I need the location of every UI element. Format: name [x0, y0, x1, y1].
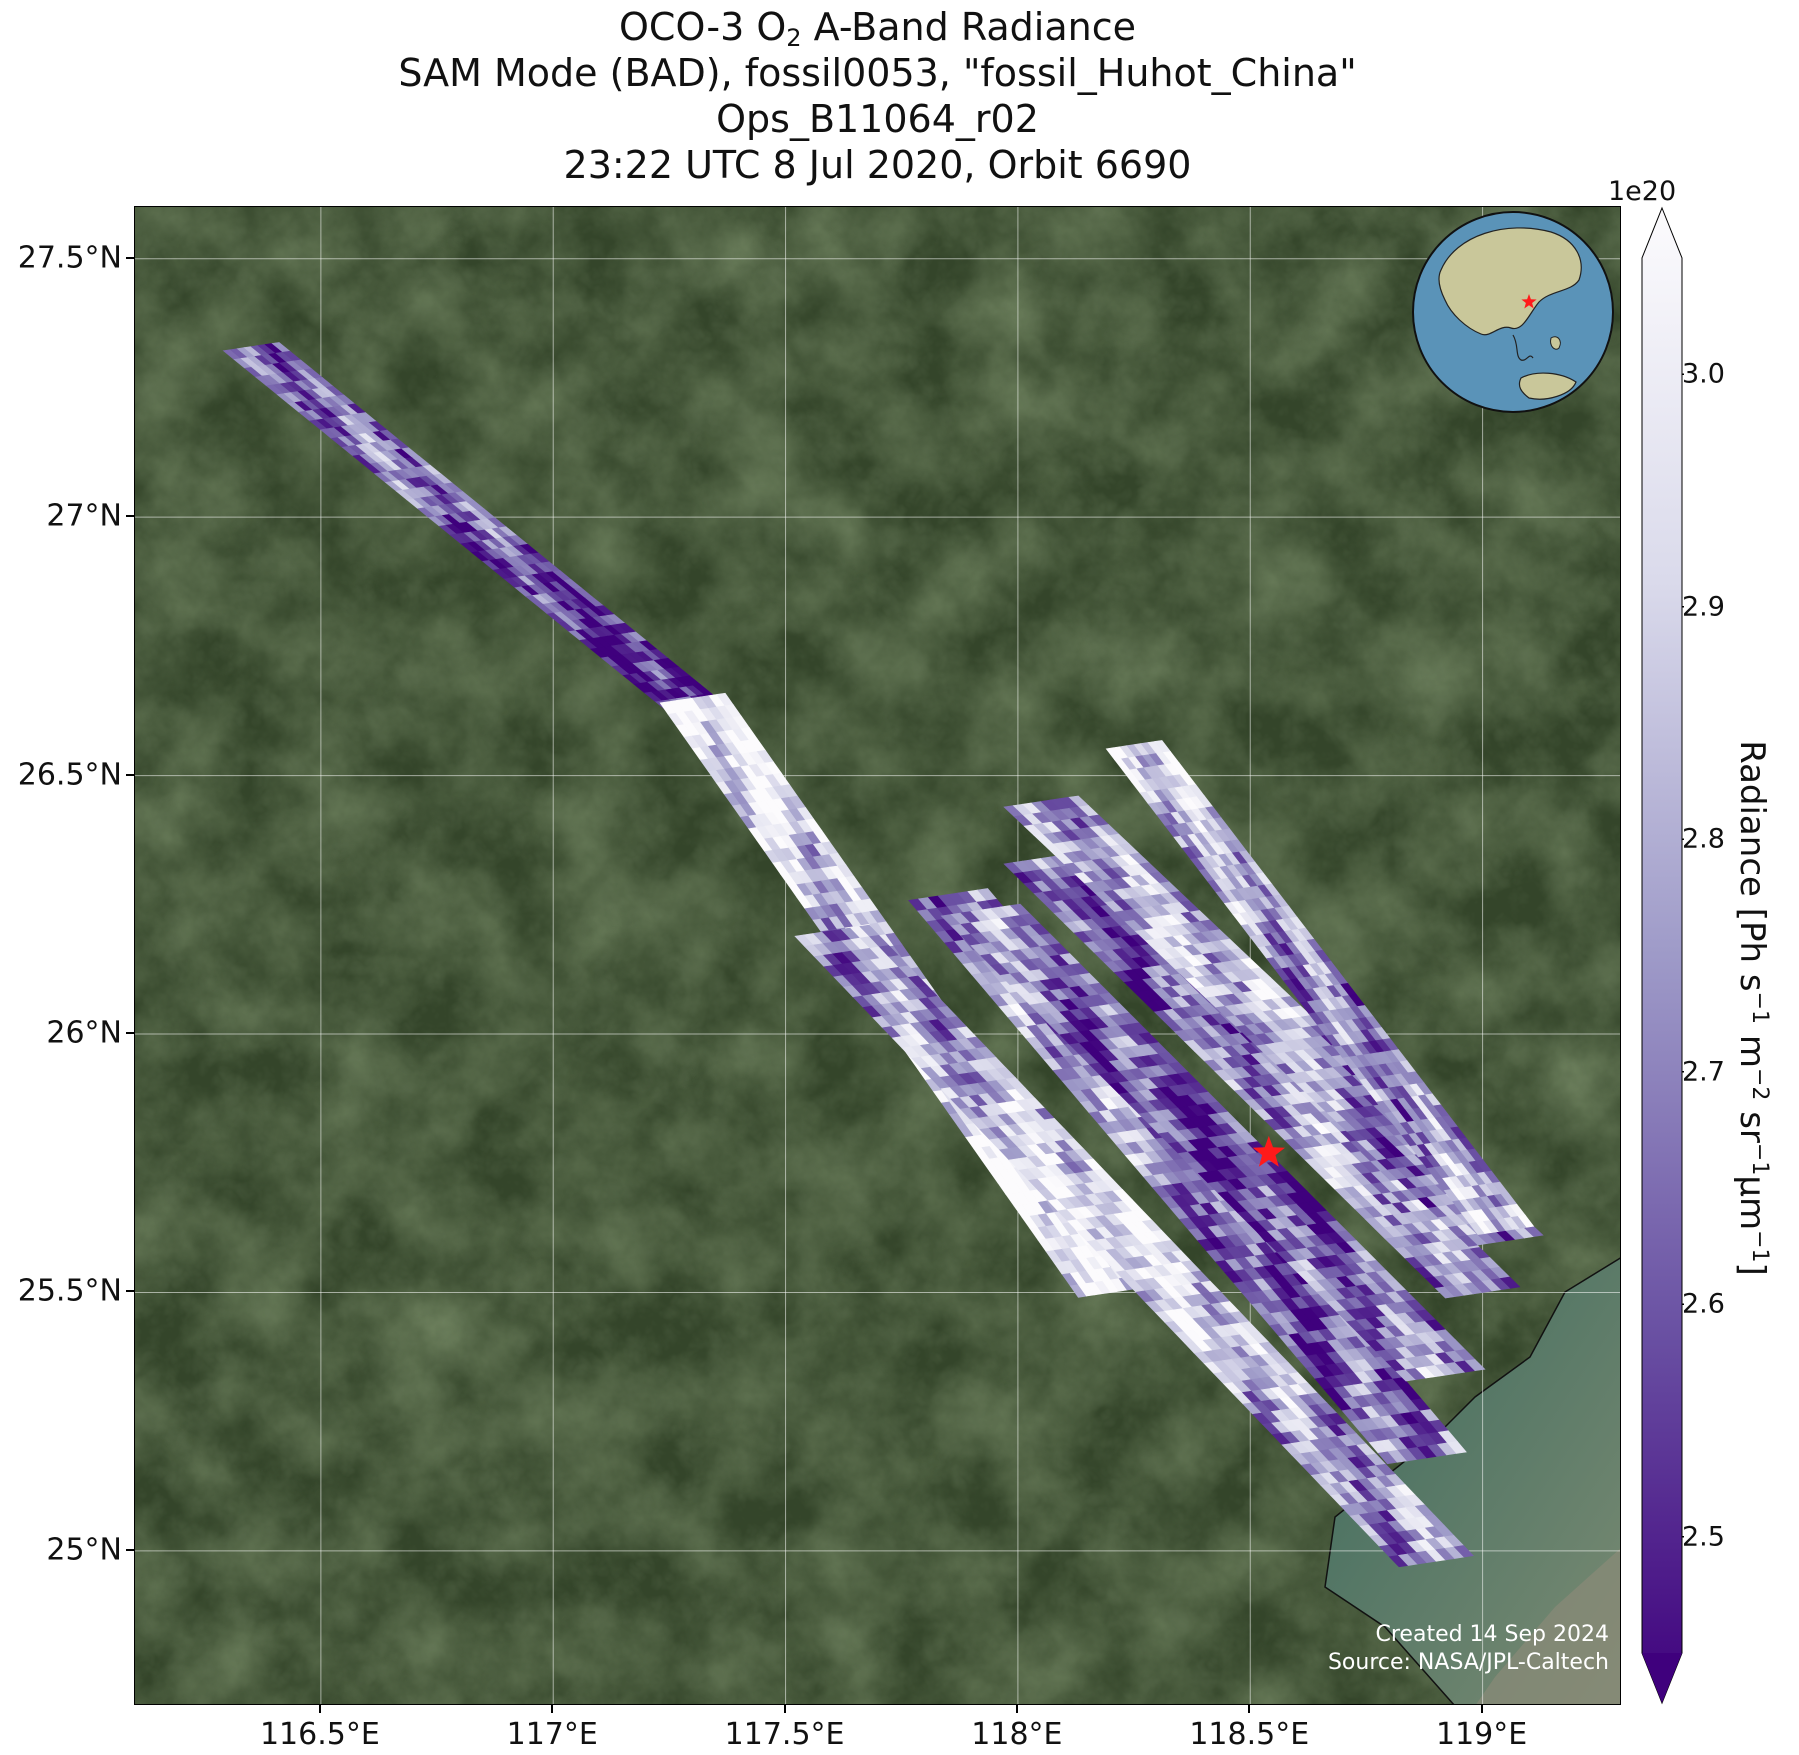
colorbar-under-extend [1642, 1653, 1682, 1703]
title-text-post: A-Band Radiance [801, 5, 1136, 49]
title-line-4: 23:22 UTC 8 Jul 2020, Orbit 6690 [563, 143, 1192, 187]
map-panel[interactable] [134, 206, 1621, 1705]
cb-label-sup: −1 [1747, 1230, 1773, 1263]
cb-label-part: Radiance [Ph s [1731, 740, 1772, 992]
radiance-swaths [222, 342, 1544, 1568]
title-subscript: 2 [786, 24, 802, 52]
globe-australia [1518, 372, 1577, 400]
coastal-urban-area [1476, 1548, 1620, 1704]
target-star-icon[interactable] [1252, 1135, 1285, 1167]
radiance-cell [1453, 1545, 1474, 1558]
cb-label-part: µm [1731, 1175, 1772, 1231]
globe-coast [1512, 334, 1534, 361]
lat-tick-mark [126, 773, 134, 776]
lat-tick-mark [126, 515, 134, 518]
credit-text: Created 14 Sep 2024 Source: NASA/JPL-Cal… [1328, 1621, 1609, 1677]
lon-tick-mark [318, 1705, 321, 1713]
lon-tick-mark [1248, 1705, 1251, 1713]
lon-tick-label: 119°E [1435, 1717, 1528, 1752]
globe-target-star-icon [1521, 294, 1537, 309]
cb-label-part: ] [1731, 1262, 1772, 1276]
colorbar [1641, 206, 1684, 1705]
lon-tick-mark [783, 1705, 786, 1713]
lat-tick-label: 25°N [46, 1532, 122, 1568]
radiance-cell [1464, 1359, 1486, 1372]
colorbar-ticks [1682, 373, 1684, 1538]
title-line-1: OCO-3 O2 A-Band Radiance [134, 4, 1621, 50]
cb-label-sup: −1 [1747, 991, 1773, 1025]
colorbar-label: Radiance [Ph s−1 m−2 sr−1µm−1] [1732, 740, 1772, 1276]
title-text: OCO-3 O [619, 5, 787, 49]
colorbar-tick-label: 2.7 [1682, 1056, 1725, 1088]
swath-5 [940, 903, 1486, 1382]
lon-tick-mark [551, 1705, 554, 1713]
lon-tick-label: 117°E [506, 1717, 598, 1752]
lat-tick-mark [126, 1548, 134, 1551]
lon-tick-label: 118.5°E [1189, 1717, 1310, 1752]
radiance-cell [1499, 1276, 1521, 1289]
colorbar-tick-label: 2.5 [1682, 1521, 1725, 1553]
lat-tick-label: 27°N [46, 498, 122, 534]
title-line-3: Ops_B11064_r02 [716, 97, 1039, 141]
colorbar-fill [1641, 206, 1683, 1705]
lat-tick-mark [126, 1290, 134, 1293]
lon-tick-label: 117.5°E [724, 1717, 845, 1752]
colorbar-tick-label: 2.9 [1682, 591, 1725, 623]
cb-label-sup: −2 [1747, 1067, 1773, 1101]
title-line-2: SAM Mode (BAD), fossil0053, "fossil_Huho… [398, 51, 1357, 95]
credit-created: Created 14 Sep 2024 [1375, 1622, 1610, 1647]
cb-label-part: m [1731, 1024, 1772, 1068]
radiance-cell [1446, 1440, 1467, 1454]
radiance-cell [1517, 1214, 1535, 1228]
colorbar-tick-label: 3.0 [1682, 358, 1725, 390]
lon-tick-mark [1480, 1705, 1483, 1713]
cb-label-part: sr [1731, 1100, 1772, 1143]
credit-source: Source: NASA/JPL-Caltech [1327, 1650, 1609, 1675]
lat-tick-label: 26°N [46, 1015, 122, 1051]
lat-tick-label: 27.5°N [17, 240, 122, 276]
colorbar-tick-label: 2.6 [1682, 1288, 1725, 1320]
locator-globe [1412, 211, 1614, 413]
lon-tick-mark [1015, 1705, 1018, 1713]
colorbar-exponent: 1e20 [1608, 176, 1677, 207]
lon-tick-label: 116.5°E [259, 1717, 380, 1752]
figure-title: OCO-3 O2 A-Band Radiance SAM Mode (BAD),… [134, 4, 1621, 188]
swath-3 [794, 924, 1474, 1568]
cb-label-sup: −1 [1747, 1142, 1773, 1176]
lat-tick-label: 25.5°N [17, 1273, 122, 1309]
colorbar-tick-label: 2.8 [1682, 823, 1725, 855]
map-canvas [135, 207, 1620, 1704]
lat-tick-mark [126, 1032, 134, 1035]
lon-tick-label: 118°E [971, 1717, 1063, 1752]
lat-tick-mark [126, 256, 134, 259]
lat-tick-label: 26.5°N [17, 757, 122, 793]
globe-asia [1438, 227, 1582, 336]
swath-8 [1105, 740, 1535, 1235]
globe-philippines [1550, 336, 1561, 350]
graticule [135, 207, 1620, 1704]
